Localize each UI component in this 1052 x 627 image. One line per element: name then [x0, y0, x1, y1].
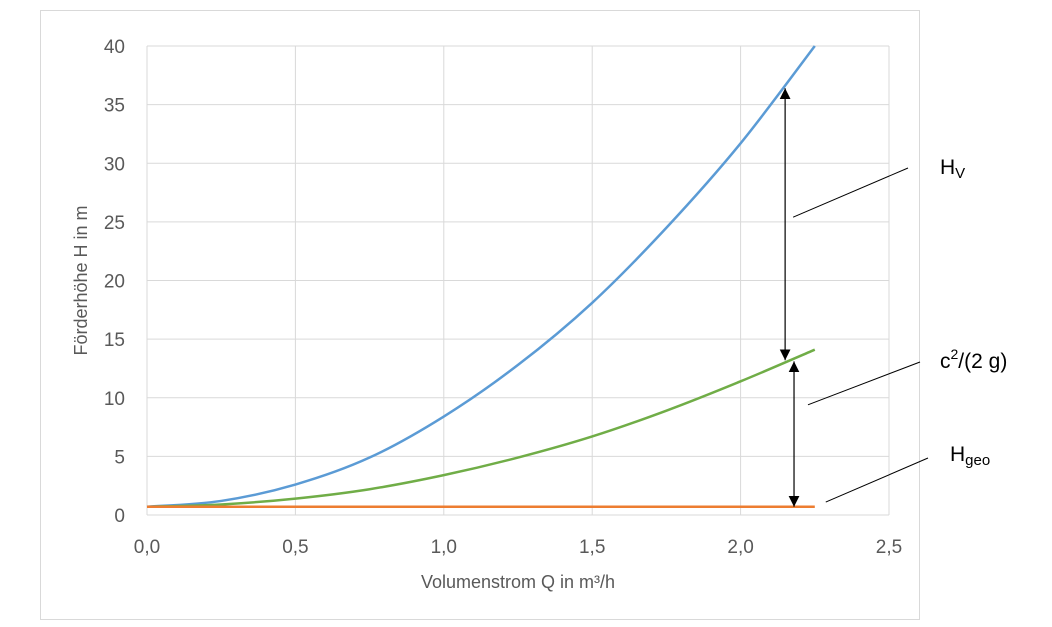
x-axis-label: Volumenstrom Q in m³/h	[421, 572, 615, 592]
annotation-label-rest: /(2 g)	[958, 350, 1007, 373]
series-line-1	[146, 45, 816, 509]
annotation-label-main: c	[940, 350, 951, 373]
annotation-label-main: H	[940, 156, 955, 179]
y-tick-label: 20	[104, 272, 125, 293]
x-tick-label: 2,0	[727, 537, 753, 558]
annotation-label-main: H	[950, 443, 965, 466]
series-line-2	[146, 348, 816, 509]
annotation-label-sup: 2	[951, 346, 959, 362]
x-tick-label: 1,5	[579, 537, 605, 558]
y-tick-label: 30	[104, 154, 125, 175]
y-tick-label: 40	[104, 37, 125, 58]
annotation-label: Hgeo	[950, 443, 990, 469]
y-axis-label: Förderhöhe H in m	[71, 205, 91, 355]
y-tick-label: 35	[104, 96, 125, 117]
y-tick-label: 0	[114, 506, 125, 527]
annotation-label: HV	[940, 156, 965, 182]
x-tick-label: 2,5	[876, 537, 902, 558]
y-tick-label: 25	[104, 213, 125, 234]
y-tick-label: 10	[104, 389, 125, 410]
annotation-label: c2/(2 g)	[940, 346, 1007, 373]
annotation-label-sub: V	[955, 165, 965, 182]
y-tick-label: 5	[114, 447, 125, 468]
annotation-leader-line	[792, 167, 909, 218]
annotation-label-sub: geo	[965, 452, 990, 469]
annotation-leader-line	[807, 361, 921, 406]
x-tick-label: 1,0	[431, 537, 457, 558]
x-tick-label: 0,5	[282, 537, 308, 558]
y-tick-label: 15	[104, 330, 125, 351]
annotation-leader-line	[825, 457, 929, 503]
x-tick-label: 0,0	[134, 537, 160, 558]
chart-frame	[40, 10, 920, 620]
